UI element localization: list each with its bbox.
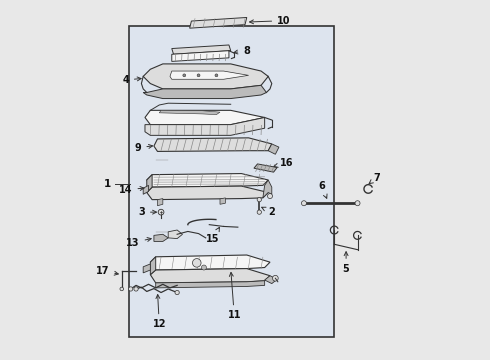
Polygon shape: [143, 264, 150, 273]
Text: 2: 2: [262, 207, 275, 217]
Text: 15: 15: [206, 228, 220, 244]
Polygon shape: [190, 18, 247, 28]
Polygon shape: [157, 199, 163, 206]
Text: 6: 6: [318, 181, 327, 198]
Text: 16: 16: [274, 158, 294, 168]
Circle shape: [201, 265, 206, 270]
Circle shape: [257, 198, 262, 202]
Text: 7: 7: [369, 173, 380, 184]
Polygon shape: [143, 64, 268, 89]
Circle shape: [355, 201, 360, 206]
Circle shape: [175, 291, 179, 295]
Polygon shape: [172, 54, 173, 58]
Polygon shape: [172, 45, 231, 54]
Circle shape: [193, 258, 201, 267]
Text: 1: 1: [104, 179, 111, 189]
Text: 5: 5: [343, 252, 349, 274]
Polygon shape: [154, 234, 168, 242]
Circle shape: [120, 287, 123, 291]
Polygon shape: [268, 144, 279, 154]
Text: 12: 12: [152, 294, 166, 329]
Polygon shape: [172, 51, 229, 62]
Polygon shape: [147, 186, 268, 200]
Polygon shape: [265, 276, 277, 284]
Polygon shape: [159, 111, 220, 114]
Circle shape: [215, 74, 218, 77]
Circle shape: [268, 194, 272, 199]
Text: 8: 8: [234, 46, 250, 56]
Polygon shape: [263, 180, 272, 198]
Circle shape: [257, 210, 262, 214]
Polygon shape: [145, 111, 265, 125]
Circle shape: [183, 74, 186, 77]
Circle shape: [272, 275, 278, 281]
Text: 14: 14: [119, 185, 144, 195]
Polygon shape: [145, 117, 265, 135]
Bar: [129, 26, 334, 337]
Text: 10: 10: [249, 16, 291, 26]
Polygon shape: [147, 175, 152, 193]
Polygon shape: [220, 198, 225, 204]
Text: 9: 9: [135, 143, 152, 153]
Polygon shape: [150, 257, 156, 275]
Circle shape: [128, 287, 133, 291]
Polygon shape: [254, 164, 277, 172]
Polygon shape: [143, 185, 148, 194]
Circle shape: [134, 287, 138, 291]
Text: 17: 17: [96, 266, 118, 276]
Circle shape: [197, 74, 200, 77]
Polygon shape: [150, 269, 270, 283]
Polygon shape: [170, 71, 248, 79]
Circle shape: [301, 201, 306, 206]
Polygon shape: [143, 85, 267, 99]
Polygon shape: [154, 138, 272, 152]
Polygon shape: [168, 230, 182, 239]
Polygon shape: [150, 255, 270, 270]
Polygon shape: [147, 174, 268, 187]
Polygon shape: [156, 281, 265, 288]
Text: 11: 11: [227, 273, 241, 320]
Circle shape: [158, 209, 164, 215]
Text: 4: 4: [122, 75, 141, 85]
Text: 13: 13: [126, 238, 151, 248]
Text: 3: 3: [138, 207, 156, 217]
